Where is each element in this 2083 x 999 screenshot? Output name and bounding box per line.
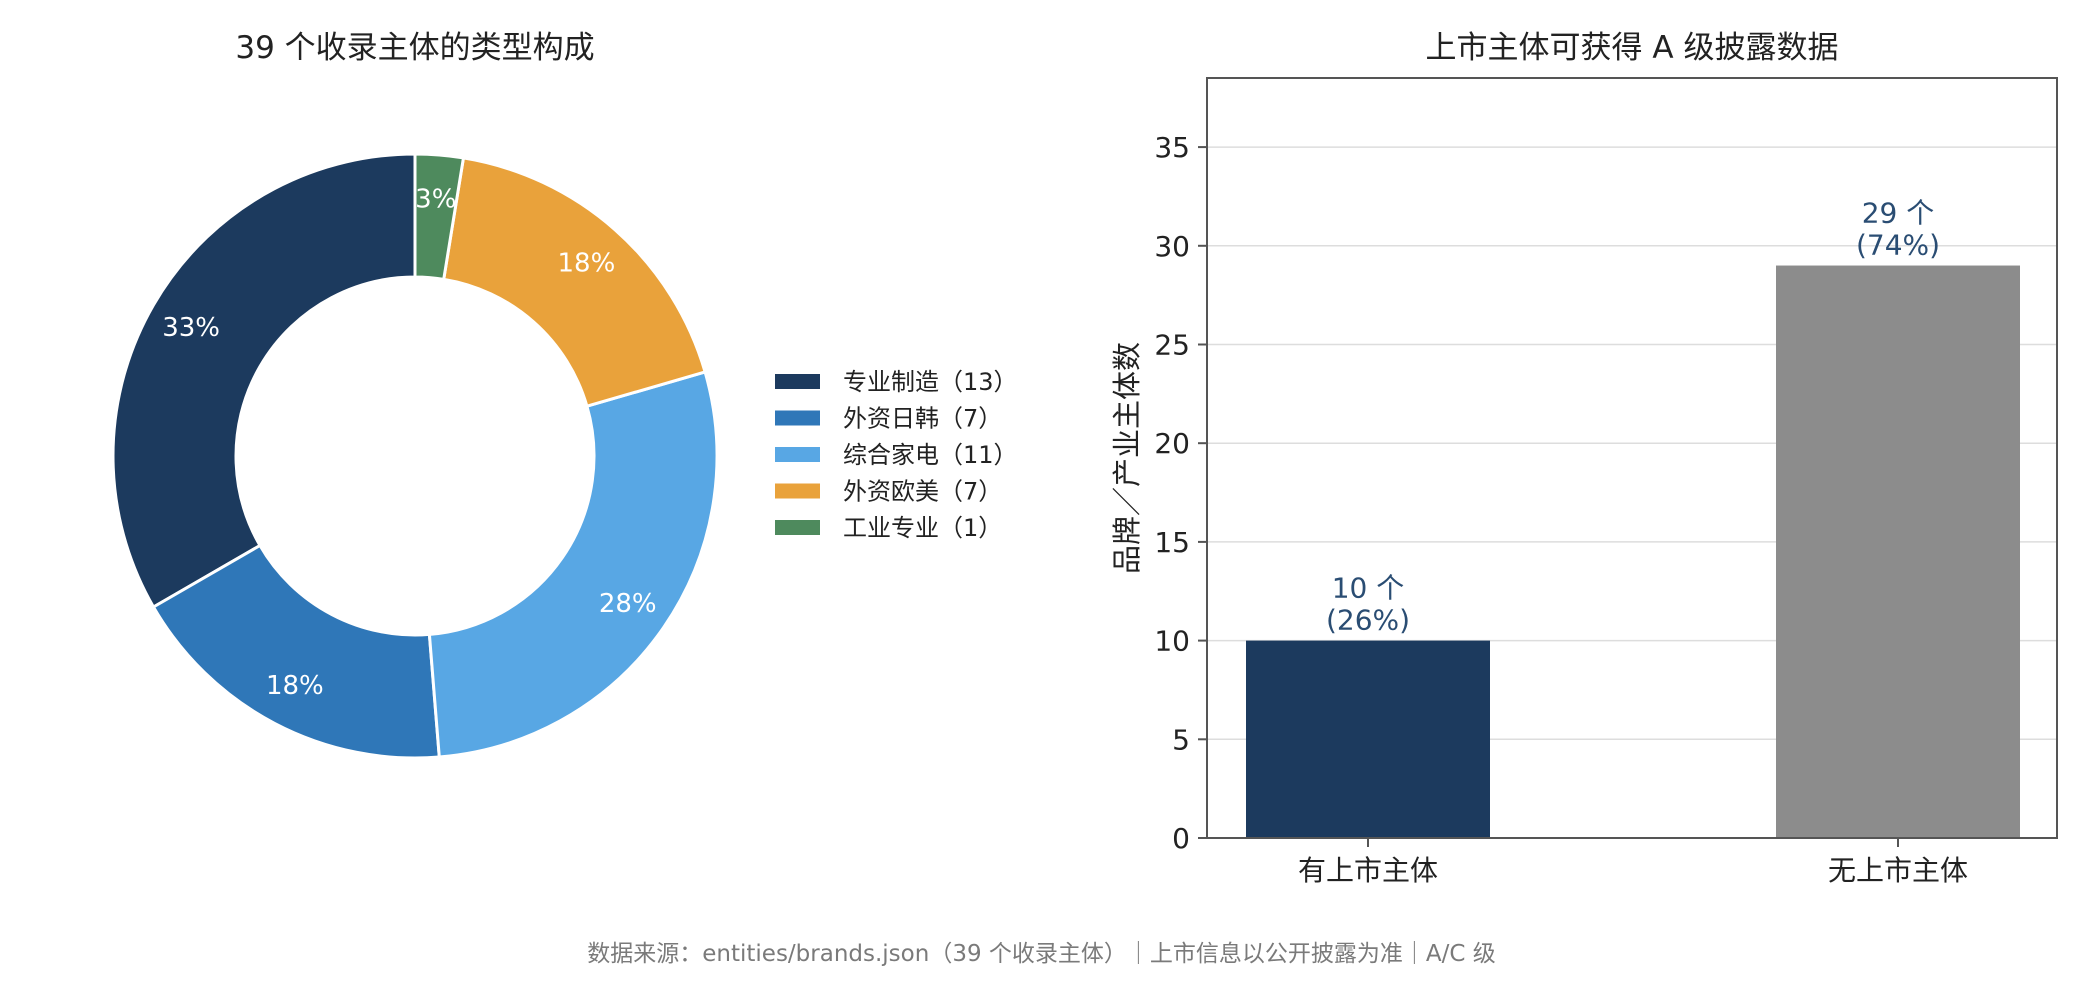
bar-x-ticks: 有上市主体 无上市主体 xyxy=(1298,838,1968,887)
y-tick-label: 25 xyxy=(1154,328,1190,361)
y-tick-label: 0 xyxy=(1172,822,1190,855)
legend-swatch xyxy=(775,447,820,462)
bar-y-ticks: 0 5 10 15 20 25 30 35 xyxy=(1154,131,1207,855)
y-tick-label: 5 xyxy=(1172,723,1190,756)
x-tick-label: 无上市主体 xyxy=(1828,854,1968,887)
data-source-note: 数据来源：entities/brands.json（39 个收录主体）｜上市信息… xyxy=(587,941,1496,967)
legend-entry: 综合家电（11） xyxy=(843,441,1018,469)
legend-swatch xyxy=(775,410,820,426)
y-tick-label: 10 xyxy=(1154,625,1190,658)
legend-swatch xyxy=(775,374,820,389)
donut-legend: 专业制造（13） 外资日韩（7） 综合家电（11） 外资欧美（7） 工业专业（1） xyxy=(775,368,1018,542)
bar-plot-frame xyxy=(1206,77,2058,839)
donut-chart: 39 个收录主体的类型构成 33% 18% 28% 18% 3% 专业制造（13） 外资日… xyxy=(111,30,1018,760)
legend-entry: 外资欧美（7） xyxy=(843,478,1002,506)
legend-swatch xyxy=(775,483,820,499)
donut-slice xyxy=(111,152,417,610)
legend-swatch xyxy=(775,520,820,535)
donut-slice-label: 18% xyxy=(558,249,616,279)
bar xyxy=(1246,640,1490,838)
legend-entry: 工业专业（1） xyxy=(843,514,1002,542)
donut-slice-label: 3% xyxy=(415,184,456,214)
donut-slice-label: 18% xyxy=(266,671,324,701)
bar-count-label: 10 个 xyxy=(1332,572,1405,605)
bar-chart-title: 上市主体可获得 A 级披露数据 xyxy=(1426,30,1839,66)
y-tick-label: 35 xyxy=(1154,131,1190,164)
x-tick-label: 有上市主体 xyxy=(1298,854,1438,887)
donut-slice xyxy=(151,543,441,760)
bar-percent-label: (74%) xyxy=(1856,229,1940,262)
donut-slice-labels: 33% 18% 28% 18% 3% xyxy=(162,184,656,701)
bar-count-label: 29 个 xyxy=(1862,197,1935,230)
donut-slice xyxy=(441,156,707,409)
bar-value-labels: 10 个(26%) 29 个(74%) xyxy=(1326,197,1940,637)
donut-chart-title: 39 个收录主体的类型构成 xyxy=(235,30,594,66)
bar-series xyxy=(1246,265,2020,838)
donut-slice xyxy=(427,370,719,759)
bar-y-axis-label: 品牌／产业主体数 xyxy=(1110,342,1144,574)
y-tick-label: 15 xyxy=(1154,526,1190,559)
donut-slice-label: 28% xyxy=(599,589,657,619)
donut-slice-label: 33% xyxy=(162,313,220,343)
donut-slice xyxy=(413,152,466,282)
bar-chart: 上市主体可获得 A 级披露数据 10 个(26%) 29 个(74%) 0 5 10 1… xyxy=(1110,30,2058,887)
legend-entry: 外资日韩（7） xyxy=(843,405,1002,433)
y-tick-label: 30 xyxy=(1154,230,1190,263)
y-tick-label: 20 xyxy=(1154,427,1190,460)
donut-slices xyxy=(111,152,719,760)
bar xyxy=(1776,265,2020,838)
legend-entry: 专业制造（13） xyxy=(843,368,1018,396)
bar-percent-label: (26%) xyxy=(1326,604,1410,637)
